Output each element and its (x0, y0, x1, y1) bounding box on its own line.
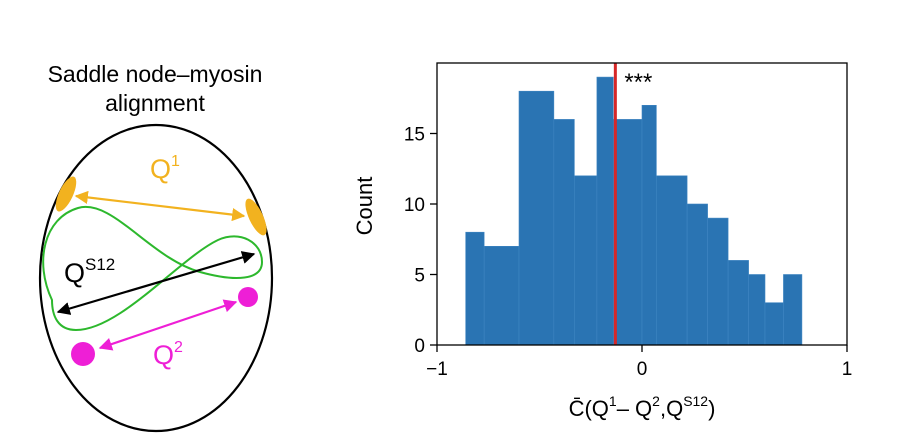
diagram-title: Saddle node–myosin alignment (0, 60, 310, 118)
histogram-bar-4 (574, 175, 598, 346)
diagram-title-line1: Saddle node–myosin (47, 61, 263, 87)
histogram-bar-1 (483, 246, 520, 346)
x-axis-title: C̄(Q1– Q2,QS12) (569, 393, 716, 421)
qs12-arrow (56, 251, 256, 315)
bars-layer (465, 76, 803, 346)
histogram-bar-9 (686, 203, 708, 346)
q2-right-dot (238, 287, 258, 307)
x-tick-label-1: 0 (637, 359, 648, 380)
x-tick-label-2: 1 (842, 359, 853, 380)
diagram-title-line2: alignment (105, 90, 205, 116)
cell-schematic: Q1 QS12 Q2 (38, 123, 274, 433)
x-tick-label-0: −1 (426, 359, 448, 380)
y-tick-label-3: 15 (404, 125, 425, 146)
cell-outline (38, 123, 274, 433)
histogram-bar-6 (612, 119, 643, 346)
histogram-bar-14 (783, 274, 803, 346)
histogram-bar-10 (707, 217, 729, 346)
histogram-bar-12 (748, 274, 766, 346)
q1-label: Q1 (150, 153, 180, 184)
q1-arrow (74, 190, 246, 222)
q1-right-patch (245, 198, 267, 236)
histogram-bar-8 (656, 175, 688, 346)
y-tick-label-1: 5 (414, 266, 425, 287)
alignment-diagram: Saddle node–myosin alignment Q1 QS12 (0, 0, 330, 440)
histogram-bar-5 (596, 76, 614, 346)
y-tick-label-2: 10 (404, 195, 425, 216)
q2-arrow (98, 299, 238, 351)
q2-label: Q2 (153, 339, 183, 370)
histogram-bar-7 (641, 105, 657, 346)
histogram-chart: *** −1 0 1 0 5 10 15 Count C̄(Q1– Q2,QS12) (330, 0, 909, 440)
q2-left-dot (71, 342, 95, 366)
histogram-bar-2 (518, 90, 555, 346)
histogram-bar-3 (553, 119, 575, 346)
histogram-bar-11 (727, 260, 749, 346)
significance-label: *** (624, 69, 652, 96)
q1-left-patch (55, 176, 77, 212)
histogram-bar-13 (764, 302, 784, 346)
y-axis-title: Count (352, 177, 377, 236)
histogram-bar-0 (465, 231, 485, 346)
y-tick-label-0: 0 (414, 336, 425, 357)
qs12-label: QS12 (64, 255, 115, 288)
